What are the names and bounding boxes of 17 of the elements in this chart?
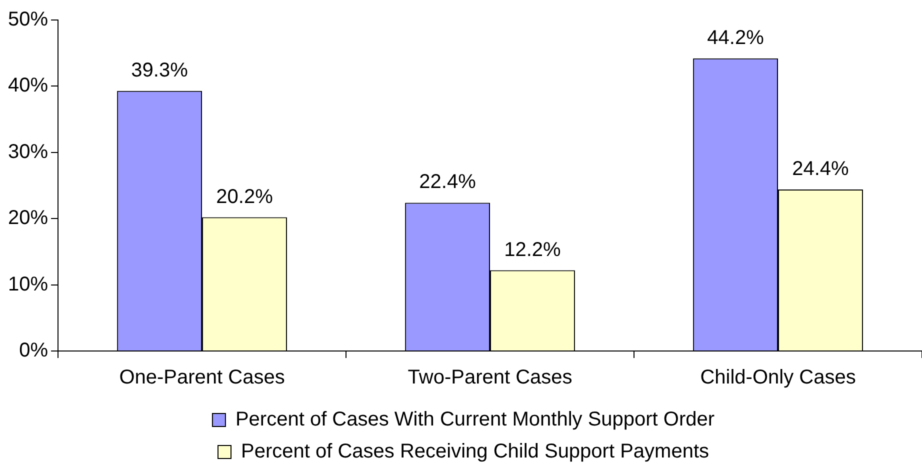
y-tick-label: 0% (19, 340, 48, 362)
legend-label: Percent of Cases With Current Monthly Support Order (235, 408, 715, 431)
data-label: 24.4% (792, 158, 850, 180)
y-tick-label: 30% (8, 140, 48, 163)
y-tick-label: 20% (8, 207, 48, 230)
data-label: 20.2% (216, 186, 274, 208)
x-tick-label: Child-Only Cases (700, 366, 856, 389)
y-tick-label: 10% (8, 273, 48, 296)
x-tick-label: Two-Parent Cases (408, 366, 572, 389)
y-tick-label: 40% (8, 74, 48, 97)
data-label: 12.2% (504, 238, 562, 261)
x-tick-label: One-Parent Cases (119, 366, 285, 389)
legend-label: Percent of Cases Receiving Child Support Payments (240, 440, 710, 463)
data-label: 39.3% (131, 59, 188, 82)
data-label: 44.2% (707, 26, 764, 49)
y-tick-label: 50% (8, 8, 48, 31)
data-label: 22.4% (419, 171, 476, 194)
